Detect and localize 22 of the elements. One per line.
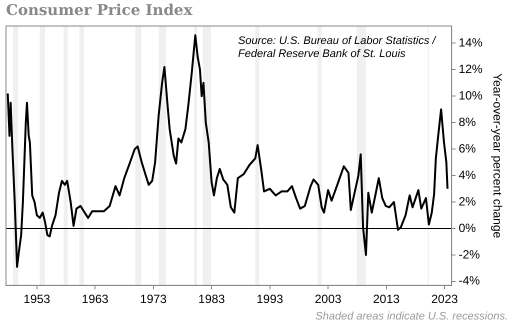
x-tick-label: 1993 — [256, 292, 284, 306]
y-tick-label: 6% — [458, 141, 476, 156]
y-tick-label: -2% — [458, 247, 480, 262]
annotation: Source: U.S. Bureau of Labor Statistics / Federal Reserve Bank of St. Louis — [238, 35, 436, 60]
x-tick-label: 1983 — [198, 292, 226, 306]
y-tick-label: 8% — [458, 114, 476, 129]
y-axis-title: Year-over-year percent change — [490, 73, 504, 239]
y-tick-label: 4% — [458, 168, 476, 182]
x-tick-label: 1973 — [140, 292, 168, 306]
text: Shaded areas indicate U.S. recessions. — [315, 310, 508, 322]
y-tick-label: 0% — [458, 220, 476, 235]
y-tick-label: 2% — [458, 194, 476, 208]
y-tick-label: -4% — [458, 274, 480, 288]
x-tick-label: 2003 — [314, 292, 342, 306]
x-tick-label: 2013 — [372, 292, 400, 306]
x-tick-label: 2023 — [431, 292, 458, 306]
y-tick-label: 12% — [458, 62, 483, 76]
y-tick-label: 10% — [458, 88, 483, 102]
y-tick-label: 14% — [458, 36, 483, 50]
chart-title: Consumer Price Index — [6, 0, 194, 19]
x-tick-label: 1953 — [24, 292, 51, 306]
x-tick-label: 1963 — [82, 292, 109, 306]
